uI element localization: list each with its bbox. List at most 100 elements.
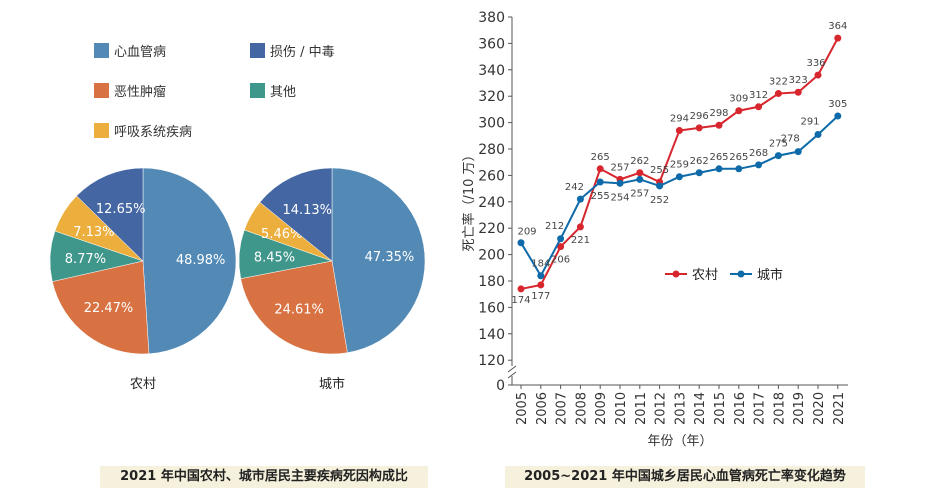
legend-swatch [94, 83, 109, 98]
data-label: 336 [806, 58, 825, 69]
data-point [557, 235, 565, 243]
pie-slice [259, 167, 333, 262]
legend-marker [737, 270, 745, 278]
data-label: 257 [610, 162, 629, 173]
x-tick-label: 2017 [753, 392, 768, 425]
x-tick-label: 2014 [693, 392, 708, 425]
data-label: 184 [531, 259, 550, 270]
data-label: 252 [650, 195, 669, 206]
data-point [755, 161, 763, 169]
pie-slice [240, 260, 348, 355]
data-point [735, 107, 743, 115]
y-tick-label: 380 [478, 10, 505, 26]
legend-label: 心血管病 [114, 45, 166, 60]
data-label: 212 [545, 221, 564, 232]
data-label: 265 [709, 152, 728, 163]
pie-slice [52, 260, 150, 355]
x-tick-label: 2006 [535, 392, 550, 425]
data-point [675, 127, 683, 135]
data-label: 255 [650, 165, 669, 176]
legend-swatch [250, 83, 265, 98]
data-point [517, 239, 525, 247]
legend-marker [672, 270, 680, 278]
data-point [735, 165, 743, 173]
x-axis-label: 年份（年） [647, 434, 712, 449]
y-tick-label: 320 [478, 89, 505, 105]
y-tick-label: 300 [478, 116, 505, 132]
data-point [636, 169, 644, 177]
pie-slice-label: 48.98% [176, 253, 226, 268]
legend-label: 恶性肿瘤 [114, 84, 166, 100]
y-tick-label: 120 [478, 353, 505, 369]
x-tick-label: 2010 [614, 392, 629, 425]
legend-label: 农村 [692, 268, 718, 283]
data-point [715, 121, 723, 129]
legend-label: 其他 [270, 85, 296, 100]
data-point [596, 178, 604, 186]
data-point [636, 175, 644, 183]
data-point [794, 88, 802, 96]
legend-swatch [94, 123, 109, 138]
pie-slice [331, 167, 426, 354]
data-label: 262 [630, 156, 649, 167]
data-label: 206 [551, 255, 570, 266]
data-label: 255 [591, 191, 610, 202]
pie-slice [76, 167, 144, 262]
pie-slice-label: 8.77% [65, 252, 106, 267]
x-tick-label: 2013 [673, 392, 688, 425]
data-label: 312 [749, 90, 768, 101]
line-chart-title: 2005~2021 年中国城乡居民心血管病死亡率变化趋势 [505, 466, 865, 488]
x-tick-label: 2020 [812, 392, 827, 425]
data-label: 291 [800, 116, 819, 127]
x-tick-label: 2005 [515, 392, 530, 425]
legend-label: 呼吸系统疾病 [114, 125, 192, 140]
data-label: 262 [690, 156, 709, 167]
pie-slice-label: 8.45% [254, 251, 295, 266]
pie-slice-label: 14.13% [282, 203, 332, 218]
data-point [576, 195, 584, 203]
data-point [557, 243, 565, 251]
y-tick-label: 180 [478, 274, 505, 290]
pie-slice-label: 22.47% [84, 301, 134, 316]
y-tick-label: 260 [478, 168, 505, 184]
y-tick-label: 340 [478, 63, 505, 79]
data-point [814, 130, 822, 138]
data-label: 259 [670, 160, 689, 171]
x-tick-label: 2021 [832, 392, 847, 425]
data-label: 254 [610, 192, 629, 203]
x-tick-label: 2018 [772, 392, 787, 425]
legend-label: 城市 [757, 267, 783, 283]
data-point [774, 152, 782, 160]
data-label: 174 [511, 295, 530, 306]
data-point [794, 148, 802, 156]
x-tick-label: 2019 [792, 392, 807, 425]
pie-slice-label: 24.61% [274, 302, 324, 317]
y-tick-label: 220 [478, 221, 505, 237]
data-label: 278 [781, 134, 800, 145]
data-label: 322 [769, 77, 788, 88]
x-tick-label: 2008 [574, 392, 589, 425]
data-label: 265 [729, 152, 748, 163]
data-label: 296 [690, 111, 709, 122]
data-point [695, 124, 703, 132]
legend-swatch [94, 43, 109, 58]
data-point [834, 112, 842, 120]
pie-slice [142, 167, 237, 355]
data-label: 242 [565, 182, 584, 193]
data-label: 323 [789, 75, 808, 86]
data-label: 257 [630, 188, 649, 199]
y-axis-label: 死亡率（/10 万） [461, 148, 477, 251]
data-label: 309 [729, 94, 748, 105]
legend-label: 损伤 / 中毒 [270, 45, 335, 60]
data-point [675, 173, 683, 181]
pie-slice-label: 12.65% [96, 202, 146, 217]
data-point [616, 179, 624, 187]
y-tick-label: 280 [478, 142, 505, 158]
pie-chart-title: 2021 年中国农村、城市居民主要疾病死因构成比 [100, 466, 428, 488]
x-tick-label: 2012 [654, 392, 669, 425]
data-label: 294 [670, 114, 689, 125]
data-point [537, 281, 545, 289]
data-label: 209 [517, 227, 536, 238]
y-tick-label: 360 [478, 36, 505, 52]
